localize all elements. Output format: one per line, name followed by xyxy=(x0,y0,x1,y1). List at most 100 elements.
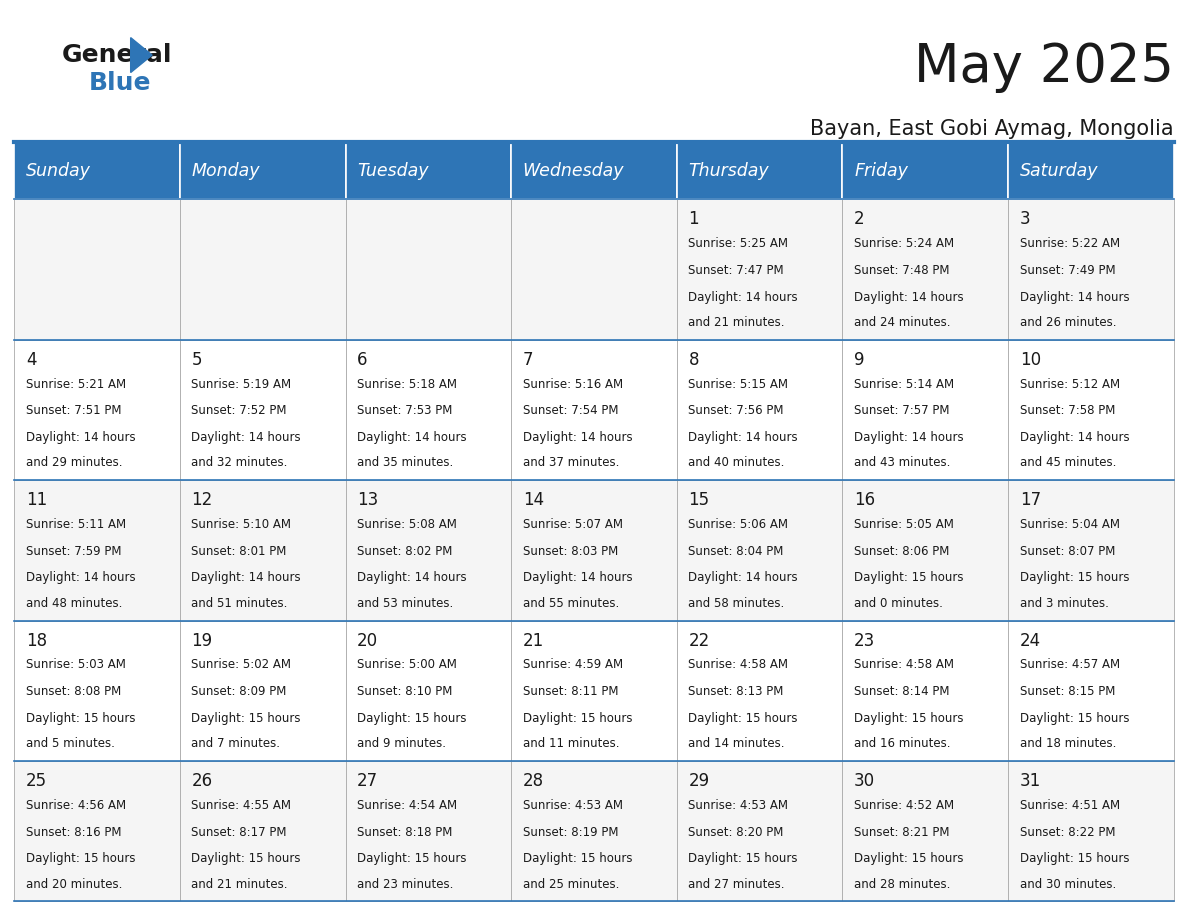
Text: and 0 minutes.: and 0 minutes. xyxy=(854,597,943,610)
Text: 18: 18 xyxy=(26,632,48,650)
Text: Daylight: 14 hours: Daylight: 14 hours xyxy=(523,431,632,444)
Text: Sunset: 8:21 PM: Sunset: 8:21 PM xyxy=(854,825,949,839)
Text: Sunrise: 4:59 AM: Sunrise: 4:59 AM xyxy=(523,658,623,671)
Text: Sunset: 8:04 PM: Sunset: 8:04 PM xyxy=(688,544,784,558)
Bar xyxy=(1009,199,1174,340)
Text: and 18 minutes.: and 18 minutes. xyxy=(1019,737,1116,750)
Text: 10: 10 xyxy=(1019,351,1041,369)
Bar xyxy=(14,761,179,901)
Text: Daylight: 15 hours: Daylight: 15 hours xyxy=(1019,852,1130,866)
Text: 2: 2 xyxy=(854,210,865,229)
Text: Sunset: 7:48 PM: Sunset: 7:48 PM xyxy=(854,263,949,277)
Text: Tuesday: Tuesday xyxy=(358,162,429,180)
Text: Daylight: 15 hours: Daylight: 15 hours xyxy=(523,852,632,866)
Text: 29: 29 xyxy=(688,772,709,790)
Text: Sunset: 8:20 PM: Sunset: 8:20 PM xyxy=(688,825,784,839)
Text: Daylight: 15 hours: Daylight: 15 hours xyxy=(358,852,467,866)
Text: Daylight: 14 hours: Daylight: 14 hours xyxy=(26,571,135,585)
Text: and 55 minutes.: and 55 minutes. xyxy=(523,597,619,610)
Text: Daylight: 14 hours: Daylight: 14 hours xyxy=(191,571,301,585)
Text: 27: 27 xyxy=(358,772,378,790)
Text: 16: 16 xyxy=(854,491,876,509)
Bar xyxy=(511,199,677,340)
Text: Daylight: 15 hours: Daylight: 15 hours xyxy=(26,852,135,866)
Text: Sunrise: 5:04 AM: Sunrise: 5:04 AM xyxy=(1019,518,1120,531)
Text: Sunset: 8:02 PM: Sunset: 8:02 PM xyxy=(358,544,453,558)
Text: 11: 11 xyxy=(26,491,48,509)
Text: Sunrise: 4:53 AM: Sunrise: 4:53 AM xyxy=(523,799,623,812)
Text: and 30 minutes.: and 30 minutes. xyxy=(1019,878,1116,890)
Text: Daylight: 14 hours: Daylight: 14 hours xyxy=(854,290,963,304)
Text: Sunrise: 4:52 AM: Sunrise: 4:52 AM xyxy=(854,799,954,812)
Text: Sunrise: 5:22 AM: Sunrise: 5:22 AM xyxy=(1019,237,1120,250)
Text: Daylight: 15 hours: Daylight: 15 hours xyxy=(854,711,963,725)
Text: Sunrise: 4:55 AM: Sunrise: 4:55 AM xyxy=(191,799,291,812)
Text: Daylight: 14 hours: Daylight: 14 hours xyxy=(358,571,467,585)
Text: Sunset: 8:15 PM: Sunset: 8:15 PM xyxy=(1019,685,1116,699)
Text: Daylight: 15 hours: Daylight: 15 hours xyxy=(854,852,963,866)
Text: 7: 7 xyxy=(523,351,533,369)
Text: Daylight: 15 hours: Daylight: 15 hours xyxy=(26,711,135,725)
Text: Daylight: 14 hours: Daylight: 14 hours xyxy=(26,431,135,444)
Text: and 40 minutes.: and 40 minutes. xyxy=(688,456,785,469)
Text: and 5 minutes.: and 5 minutes. xyxy=(26,737,115,750)
Bar xyxy=(346,761,511,901)
Text: 14: 14 xyxy=(523,491,544,509)
Text: Sunrise: 5:02 AM: Sunrise: 5:02 AM xyxy=(191,658,291,671)
Text: Sunset: 7:47 PM: Sunset: 7:47 PM xyxy=(688,263,784,277)
Text: 20: 20 xyxy=(358,632,378,650)
Text: Thursday: Thursday xyxy=(688,162,769,180)
Text: Daylight: 14 hours: Daylight: 14 hours xyxy=(523,571,632,585)
Text: Sunset: 8:19 PM: Sunset: 8:19 PM xyxy=(523,825,618,839)
Text: and 45 minutes.: and 45 minutes. xyxy=(1019,456,1116,469)
Bar xyxy=(1009,142,1174,199)
Text: 4: 4 xyxy=(26,351,37,369)
Text: Daylight: 15 hours: Daylight: 15 hours xyxy=(1019,571,1130,585)
Bar xyxy=(1009,761,1174,901)
Text: 15: 15 xyxy=(688,491,709,509)
Bar xyxy=(842,621,1009,761)
Text: and 27 minutes.: and 27 minutes. xyxy=(688,878,785,890)
Bar xyxy=(179,761,346,901)
Bar xyxy=(346,142,511,199)
Text: Daylight: 15 hours: Daylight: 15 hours xyxy=(358,711,467,725)
Text: and 26 minutes.: and 26 minutes. xyxy=(1019,316,1117,329)
Text: and 48 minutes.: and 48 minutes. xyxy=(26,597,122,610)
Text: and 32 minutes.: and 32 minutes. xyxy=(191,456,287,469)
Bar xyxy=(346,340,511,480)
Text: Sunrise: 5:11 AM: Sunrise: 5:11 AM xyxy=(26,518,126,531)
Text: Daylight: 14 hours: Daylight: 14 hours xyxy=(688,571,798,585)
Text: 24: 24 xyxy=(1019,632,1041,650)
Text: Bayan, East Gobi Aymag, Mongolia: Bayan, East Gobi Aymag, Mongolia xyxy=(810,119,1174,140)
Text: 17: 17 xyxy=(1019,491,1041,509)
Text: 25: 25 xyxy=(26,772,48,790)
Text: and 51 minutes.: and 51 minutes. xyxy=(191,597,287,610)
Bar xyxy=(179,621,346,761)
Bar xyxy=(511,340,677,480)
Bar xyxy=(842,761,1009,901)
Text: 23: 23 xyxy=(854,632,876,650)
Bar xyxy=(179,480,346,621)
Text: Sunset: 7:57 PM: Sunset: 7:57 PM xyxy=(854,404,949,418)
Text: Sunset: 8:18 PM: Sunset: 8:18 PM xyxy=(358,825,453,839)
Text: 21: 21 xyxy=(523,632,544,650)
Text: and 24 minutes.: and 24 minutes. xyxy=(854,316,950,329)
Bar xyxy=(179,340,346,480)
Bar xyxy=(14,340,179,480)
Text: 3: 3 xyxy=(1019,210,1030,229)
Text: Sunrise: 4:58 AM: Sunrise: 4:58 AM xyxy=(688,658,789,671)
Text: Daylight: 15 hours: Daylight: 15 hours xyxy=(523,711,632,725)
Text: Daylight: 14 hours: Daylight: 14 hours xyxy=(688,290,798,304)
Text: and 37 minutes.: and 37 minutes. xyxy=(523,456,619,469)
Text: 8: 8 xyxy=(688,351,699,369)
Text: Daylight: 14 hours: Daylight: 14 hours xyxy=(1019,290,1130,304)
Text: Sunrise: 5:10 AM: Sunrise: 5:10 AM xyxy=(191,518,291,531)
Text: Saturday: Saturday xyxy=(1019,162,1098,180)
Text: Sunset: 7:49 PM: Sunset: 7:49 PM xyxy=(1019,263,1116,277)
Text: 6: 6 xyxy=(358,351,367,369)
Text: Sunrise: 5:18 AM: Sunrise: 5:18 AM xyxy=(358,377,457,390)
Bar xyxy=(842,480,1009,621)
Text: Daylight: 15 hours: Daylight: 15 hours xyxy=(191,852,301,866)
Text: Sunrise: 5:14 AM: Sunrise: 5:14 AM xyxy=(854,377,954,390)
Text: 22: 22 xyxy=(688,632,709,650)
